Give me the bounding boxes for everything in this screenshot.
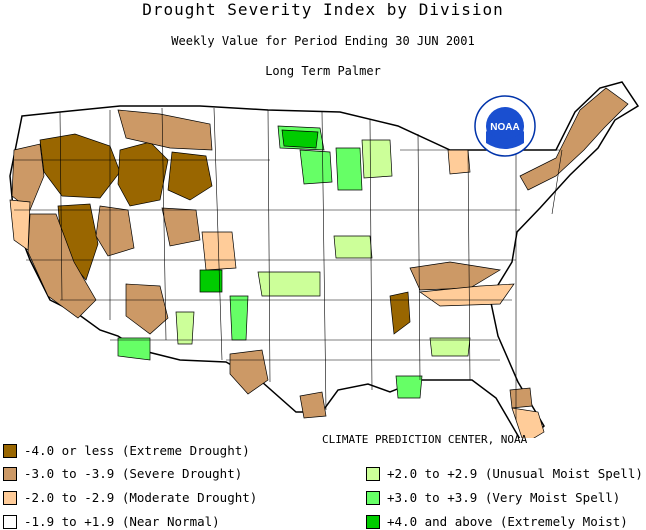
legend-label-unusual-moist: +2.0 to +2.9 (Unusual Moist Spell) bbox=[387, 466, 643, 481]
legend-label-extremely-moist: +4.0 and above (Extremely Moist) bbox=[387, 514, 628, 529]
division-fills bbox=[9, 87, 629, 438]
division-new-mexico-very-moist bbox=[229, 295, 249, 341]
division-colorado-extremely-moist bbox=[199, 269, 223, 293]
legend-item-extreme-drought: -4.0 or less (Extreme Drought) bbox=[3, 443, 250, 458]
swatch-extreme-drought bbox=[3, 443, 17, 458]
legend-item-very-moist: +3.0 to +3.9 (Very Moist Spell) bbox=[366, 490, 620, 505]
division-louisiana-very-moist bbox=[395, 375, 423, 399]
division-colorado-severe bbox=[161, 207, 201, 247]
swatch-moderate-drought bbox=[3, 490, 17, 505]
legend-item-severe-drought: -3.0 to -3.9 (Severe Drought) bbox=[3, 466, 242, 481]
swatch-unusual-moist bbox=[366, 466, 380, 481]
division-mississippi-unusual-moist bbox=[429, 337, 471, 357]
noaa-logo-wave bbox=[486, 131, 524, 149]
division-wisconsin-unusual-moist bbox=[361, 139, 393, 179]
division-montana-severe bbox=[117, 109, 213, 151]
noaa-logo-disc bbox=[486, 107, 524, 145]
division-great-lakes-moderate bbox=[447, 149, 471, 175]
drought-division-map bbox=[9, 81, 640, 438]
swatch-near-normal bbox=[3, 514, 17, 529]
legend-label-extreme-drought: -4.0 or less (Extreme Drought) bbox=[24, 443, 250, 458]
legend-label-very-moist: +3.0 to +3.9 (Very Moist Spell) bbox=[387, 490, 621, 505]
division-iowa-very-moist bbox=[335, 147, 363, 191]
division-arkansas-extreme bbox=[389, 291, 411, 335]
division-west-texas-severe bbox=[229, 349, 269, 395]
division-arizona-severe bbox=[125, 283, 169, 335]
legend-item-moderate-drought: -2.0 to -2.9 (Moderate Drought) bbox=[3, 490, 257, 505]
noaa-logo-text: NOAA bbox=[490, 122, 519, 133]
legend-item-extremely-moist: +4.0 and above (Extremely Moist) bbox=[366, 514, 628, 529]
division-utah-severe bbox=[95, 205, 135, 257]
swatch-severe-drought bbox=[3, 466, 17, 481]
division-carolinas-moderate bbox=[419, 283, 515, 307]
legend-item-near-normal: -1.9 to +1.9 (Near Normal) bbox=[3, 514, 220, 529]
division-new-mexico-moderate bbox=[9, 199, 31, 251]
map-title: Drought Severity Index by Division bbox=[142, 0, 504, 19]
legend-label-severe-drought: -3.0 to -3.9 (Severe Drought) bbox=[24, 466, 243, 481]
division-minnesota-very-moist bbox=[299, 149, 333, 185]
division-florida-moderate bbox=[511, 407, 545, 438]
division-coast-severe bbox=[11, 143, 45, 211]
division-tennessee-severe bbox=[409, 261, 502, 291]
division-dakota-extremely-moist bbox=[281, 129, 319, 149]
credit-text: CLIMATE PREDICTION CENTER, NOAA bbox=[322, 433, 528, 446]
map-subtitle: Weekly Value for Period Ending 30 JUN 20… bbox=[171, 34, 475, 48]
legend-label-near-normal: -1.9 to +1.9 (Near Normal) bbox=[24, 514, 220, 529]
division-texas-coast-severe bbox=[299, 391, 327, 419]
legend-label-moderate-drought: -2.0 to -2.9 (Moderate Drought) bbox=[24, 490, 258, 505]
swatch-very-moist bbox=[366, 490, 380, 505]
division-wyoming-extreme bbox=[167, 151, 213, 201]
division-arizona-unusual-moist bbox=[175, 311, 195, 345]
division-borders bbox=[14, 107, 563, 420]
division-florida-panhandle-severe bbox=[509, 387, 533, 409]
division-northeast-severe bbox=[519, 87, 629, 191]
index-name: Long Term Palmer bbox=[265, 64, 381, 78]
division-california-severe bbox=[27, 213, 97, 319]
division-kansas-moderate bbox=[201, 231, 237, 271]
legend-item-unusual-moist: +2.0 to +2.9 (Unusual Moist Spell) bbox=[366, 466, 643, 481]
swatch-extremely-moist bbox=[366, 514, 380, 529]
noaa-logo: NOAA bbox=[474, 95, 536, 157]
division-missouri-unusual-moist bbox=[333, 235, 373, 259]
division-southwest-very-moist bbox=[117, 337, 151, 361]
division-oklahoma-unusual-moist bbox=[257, 271, 321, 297]
